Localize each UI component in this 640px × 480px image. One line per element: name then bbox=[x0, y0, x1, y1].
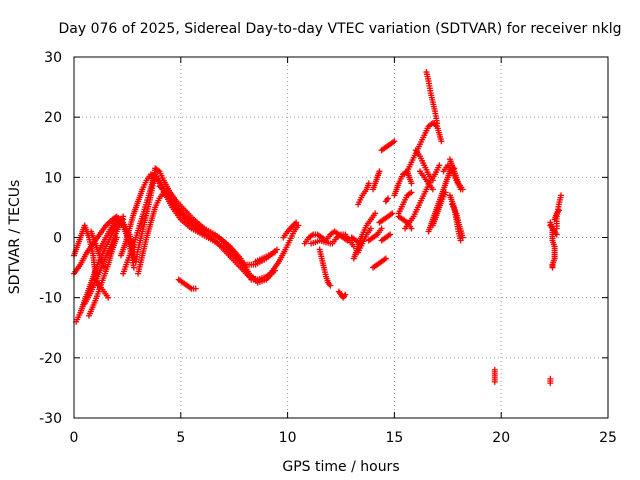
data-point-plus bbox=[376, 168, 383, 175]
data-point-plus bbox=[391, 138, 398, 145]
data-point-plus bbox=[434, 120, 441, 127]
data-point-plus bbox=[357, 240, 364, 247]
y-tick-label: 30 bbox=[44, 50, 62, 66]
data-point-plus bbox=[273, 246, 280, 253]
x-tick-label: 0 bbox=[70, 430, 79, 446]
data-points bbox=[71, 69, 565, 387]
x-tick-label: 20 bbox=[492, 430, 510, 446]
data-point-plus bbox=[342, 291, 349, 298]
x-axis-label: GPS time / hours bbox=[282, 459, 399, 475]
data-point-plus bbox=[442, 189, 449, 196]
y-tick-label: 20 bbox=[44, 110, 62, 126]
data-point-plus bbox=[547, 380, 554, 387]
data-point-plus bbox=[408, 180, 415, 187]
data-point-plus bbox=[558, 192, 565, 199]
data-point-plus bbox=[389, 210, 396, 217]
data-point-plus bbox=[293, 219, 300, 226]
data-point-plus bbox=[384, 195, 391, 202]
chart-title: Day 076 of 2025, Sidereal Day-to-day VTE… bbox=[59, 21, 622, 37]
x-tick-label: 15 bbox=[385, 430, 403, 446]
y-tick-label: 10 bbox=[44, 170, 62, 186]
data-point-plus bbox=[459, 234, 466, 241]
data-point-plus bbox=[378, 225, 385, 232]
y-tick-label: -20 bbox=[39, 351, 62, 367]
data-point-plus bbox=[408, 225, 415, 232]
data-point-plus bbox=[113, 234, 120, 241]
data-point-plus bbox=[438, 138, 445, 145]
data-point-plus bbox=[382, 255, 389, 262]
data-point-plus bbox=[130, 264, 137, 271]
x-tick-label: 10 bbox=[279, 430, 297, 446]
data-point-plus bbox=[387, 231, 394, 238]
data-point-plus bbox=[367, 225, 374, 232]
data-point-plus bbox=[491, 378, 498, 385]
data-point-plus bbox=[192, 285, 199, 292]
data-point-plus bbox=[457, 237, 464, 244]
data-point-plus bbox=[365, 180, 372, 187]
axis-ticks: 0 5 10 15 20 25 -30 -20 -10 0 10 20 30 bbox=[39, 50, 617, 446]
data-point-plus bbox=[553, 231, 560, 238]
data-point-plus bbox=[120, 213, 127, 220]
data-point-plus bbox=[327, 282, 334, 289]
data-point-plus bbox=[429, 177, 436, 184]
data-point-plus bbox=[555, 207, 562, 214]
data-point-plus bbox=[100, 264, 107, 271]
data-point-plus bbox=[429, 186, 436, 193]
data-point-plus bbox=[372, 210, 379, 217]
data-point-plus bbox=[271, 249, 278, 256]
x-tick-label: 25 bbox=[599, 430, 617, 446]
data-point-plus bbox=[105, 294, 112, 301]
y-tick-label: -10 bbox=[39, 291, 62, 307]
y-tick-label: 0 bbox=[53, 231, 62, 247]
data-point-plus bbox=[408, 189, 415, 196]
data-point-plus bbox=[549, 264, 556, 271]
x-tick-label: 5 bbox=[176, 430, 185, 446]
y-tick-label: -30 bbox=[39, 411, 62, 427]
data-point-plus bbox=[459, 186, 466, 193]
y-axis-label: SDTVAR / TECUs bbox=[7, 180, 23, 295]
data-point-plus bbox=[436, 162, 443, 169]
